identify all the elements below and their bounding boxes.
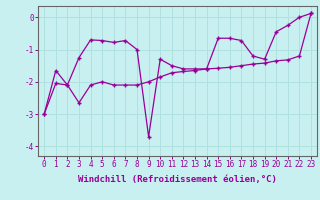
X-axis label: Windchill (Refroidissement éolien,°C): Windchill (Refroidissement éolien,°C) [78,175,277,184]
